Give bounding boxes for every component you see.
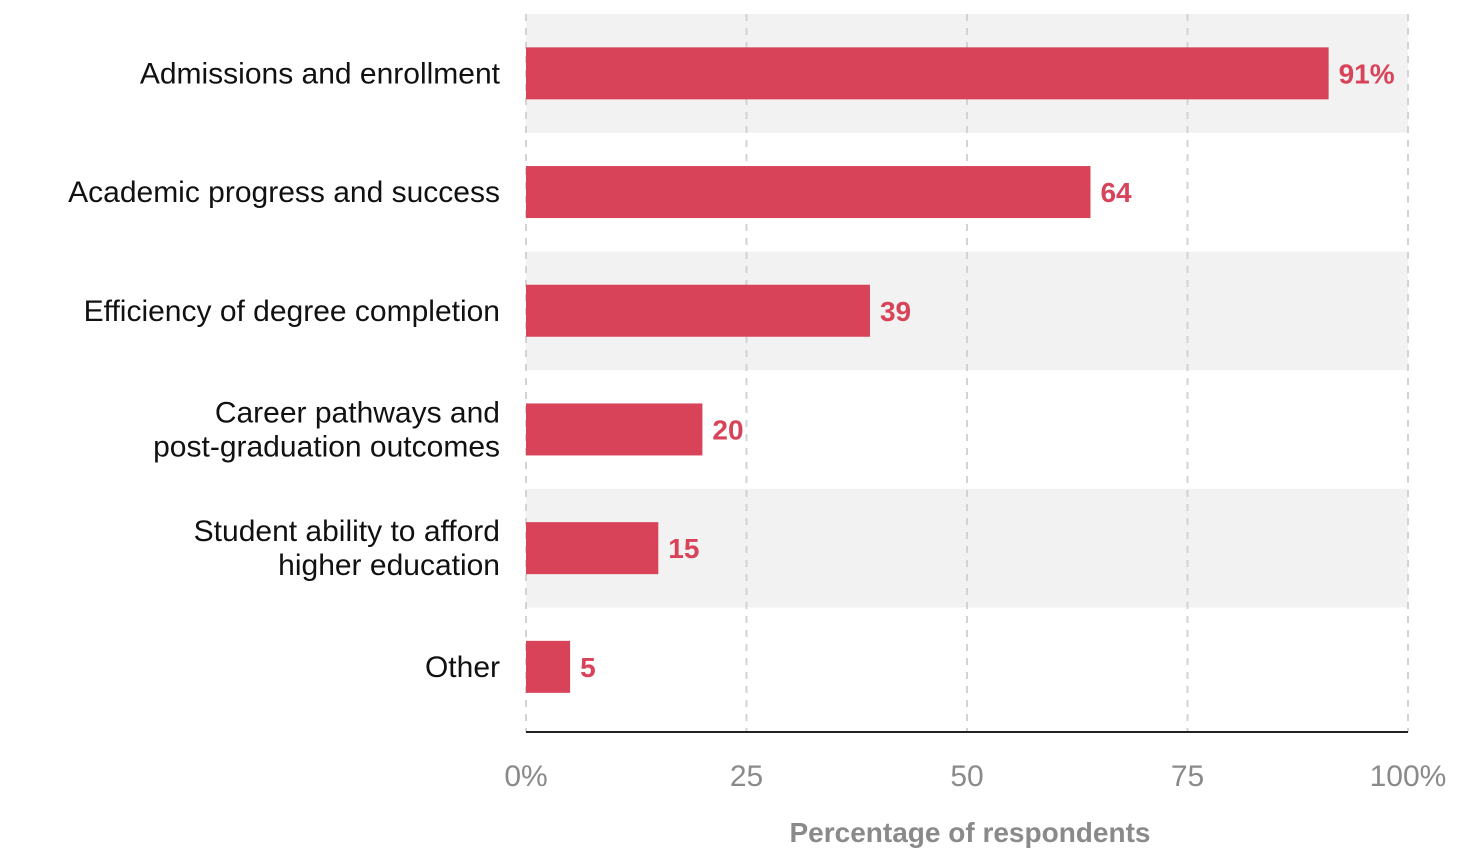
bar	[526, 640, 571, 693]
category-label-line: post-graduation outcomes	[153, 430, 500, 463]
category-label-line: Career pathways and	[215, 396, 500, 429]
bar	[526, 166, 1091, 219]
value-label: 20	[712, 414, 743, 445]
value-label: 91%	[1339, 58, 1395, 89]
category-label: Other	[425, 651, 500, 684]
category-label: Career pathways and post-graduation outco…	[153, 396, 500, 463]
category-label-line: Other	[425, 651, 500, 684]
category-label: Efficiency of degree completion	[84, 295, 500, 328]
category-label-line: Admissions and enrollment	[140, 57, 501, 90]
x-axis-title: Percentage of respondents	[790, 817, 1151, 848]
category-label: Student ability to afford higher educatio…	[194, 515, 500, 582]
category-label-line: higher education	[278, 549, 500, 582]
value-labels: 91% 64 39 20 15 5	[580, 58, 1395, 683]
category-label-line: Efficiency of degree completion	[84, 295, 500, 328]
value-label: 5	[580, 652, 596, 683]
value-label: 15	[668, 533, 699, 564]
x-axis: 0% 25 50 75 100%	[504, 731, 1447, 793]
bar	[526, 284, 870, 337]
category-label: Admissions and enrollment	[140, 57, 501, 90]
bar	[526, 403, 703, 456]
x-tick-label: 75	[1171, 760, 1204, 793]
bar	[526, 522, 659, 575]
bars	[526, 47, 1329, 693]
category-label: Academic progress and success	[68, 176, 500, 209]
x-tick-label: 50	[950, 760, 983, 793]
x-tick-label: 0%	[504, 760, 547, 793]
value-label: 64	[1100, 177, 1132, 208]
value-label: 39	[880, 296, 911, 327]
bar	[526, 47, 1329, 100]
category-label-line: Student ability to afford	[194, 515, 500, 548]
category-labels: Admissions and enrollment Academic progre…	[68, 57, 501, 684]
category-label-line: Academic progress and success	[68, 176, 500, 209]
x-tick-label: 25	[730, 760, 763, 793]
x-tick-label: 100%	[1370, 760, 1447, 793]
